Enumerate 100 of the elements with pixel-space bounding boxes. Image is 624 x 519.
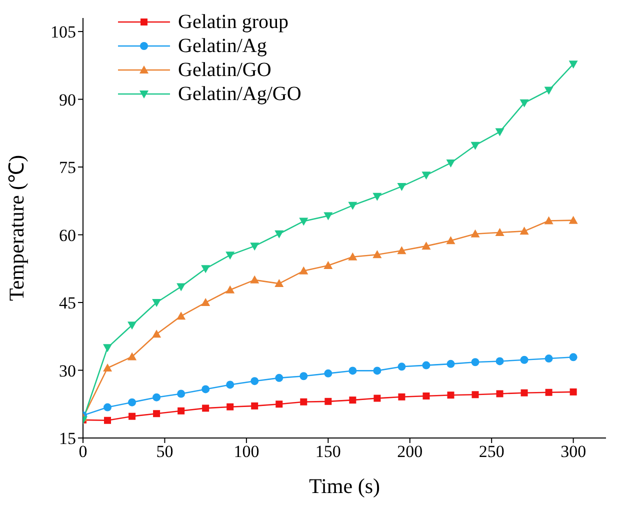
point <box>569 353 578 362</box>
y-tick-label: 45 <box>59 294 76 313</box>
point <box>568 60 578 69</box>
point <box>250 377 259 386</box>
y-tick-label: 75 <box>59 158 76 178</box>
point <box>545 388 552 396</box>
point <box>520 389 528 396</box>
point <box>226 380 234 389</box>
point <box>348 366 357 375</box>
x-tick-label: 250 <box>478 442 504 462</box>
point <box>103 344 112 352</box>
point <box>373 366 382 375</box>
point <box>348 202 358 210</box>
point <box>471 358 480 366</box>
point <box>128 412 136 420</box>
point <box>128 398 136 406</box>
legend-label: Gelatin/Ag/GO <box>178 82 302 106</box>
point <box>520 99 529 108</box>
point <box>251 402 258 410</box>
point <box>568 216 578 224</box>
point <box>374 394 381 402</box>
point <box>177 390 186 398</box>
point <box>178 407 185 414</box>
point <box>274 230 284 238</box>
point <box>422 172 431 180</box>
point <box>372 250 382 258</box>
x-tick-label: 200 <box>397 442 423 462</box>
point <box>250 242 260 251</box>
point <box>152 393 161 402</box>
point <box>446 236 456 244</box>
y-tick-label: 105 <box>50 22 76 42</box>
y-tick-label: 60 <box>59 226 76 245</box>
point <box>397 182 406 191</box>
point <box>128 352 137 360</box>
legend-label: Gelatin/Ag <box>178 34 267 58</box>
point <box>470 229 480 238</box>
point <box>300 372 308 380</box>
y-tick-label: 15 <box>59 429 76 448</box>
point <box>349 396 356 404</box>
point <box>324 260 333 269</box>
point <box>324 212 333 220</box>
point <box>226 252 235 260</box>
y-axis-title: Temperature (℃) <box>4 154 28 302</box>
point <box>422 392 430 400</box>
point <box>472 391 479 398</box>
point <box>446 360 455 368</box>
point <box>128 322 137 330</box>
point <box>348 252 358 260</box>
point <box>372 192 382 201</box>
point <box>544 86 554 95</box>
point <box>422 242 431 250</box>
point <box>495 128 504 136</box>
point <box>397 246 406 254</box>
point <box>422 361 430 370</box>
x-axis-title: Time (s) <box>309 474 380 498</box>
point <box>544 216 554 224</box>
point <box>274 279 284 288</box>
point <box>104 403 112 412</box>
point <box>570 388 577 396</box>
point <box>544 354 553 363</box>
point <box>250 275 260 284</box>
x-tick-label: 0 <box>78 442 88 462</box>
x-tick-label: 100 <box>234 442 260 462</box>
point <box>226 285 235 294</box>
x-tick-label: 50 <box>156 442 174 462</box>
point <box>520 226 529 235</box>
point <box>176 283 186 292</box>
point <box>202 404 210 412</box>
x-tick-label: 300 <box>560 442 586 462</box>
point <box>447 392 454 399</box>
y-tick-label: 90 <box>59 90 76 110</box>
x-tick-label: 150 <box>315 442 341 462</box>
y-tick-label: 30 <box>59 361 76 380</box>
point <box>202 385 210 394</box>
point <box>446 159 456 168</box>
point <box>153 410 160 418</box>
point <box>299 218 308 226</box>
point <box>104 416 112 424</box>
point <box>299 266 308 274</box>
point <box>276 400 283 408</box>
point <box>398 393 406 400</box>
point <box>324 369 332 378</box>
point <box>520 356 528 364</box>
legend-label: Gelatin group <box>178 10 289 34</box>
point <box>152 299 162 308</box>
point <box>201 265 210 274</box>
point <box>275 374 284 382</box>
point <box>201 298 210 306</box>
point <box>176 312 186 320</box>
point <box>152 330 162 338</box>
point <box>300 398 308 406</box>
point <box>103 364 112 372</box>
point <box>470 142 480 150</box>
point <box>226 403 234 410</box>
point <box>398 362 406 371</box>
point <box>324 398 332 405</box>
legend-label: Gelatin/GO <box>178 58 272 82</box>
point <box>496 390 504 398</box>
point <box>496 357 504 366</box>
point <box>495 228 504 236</box>
